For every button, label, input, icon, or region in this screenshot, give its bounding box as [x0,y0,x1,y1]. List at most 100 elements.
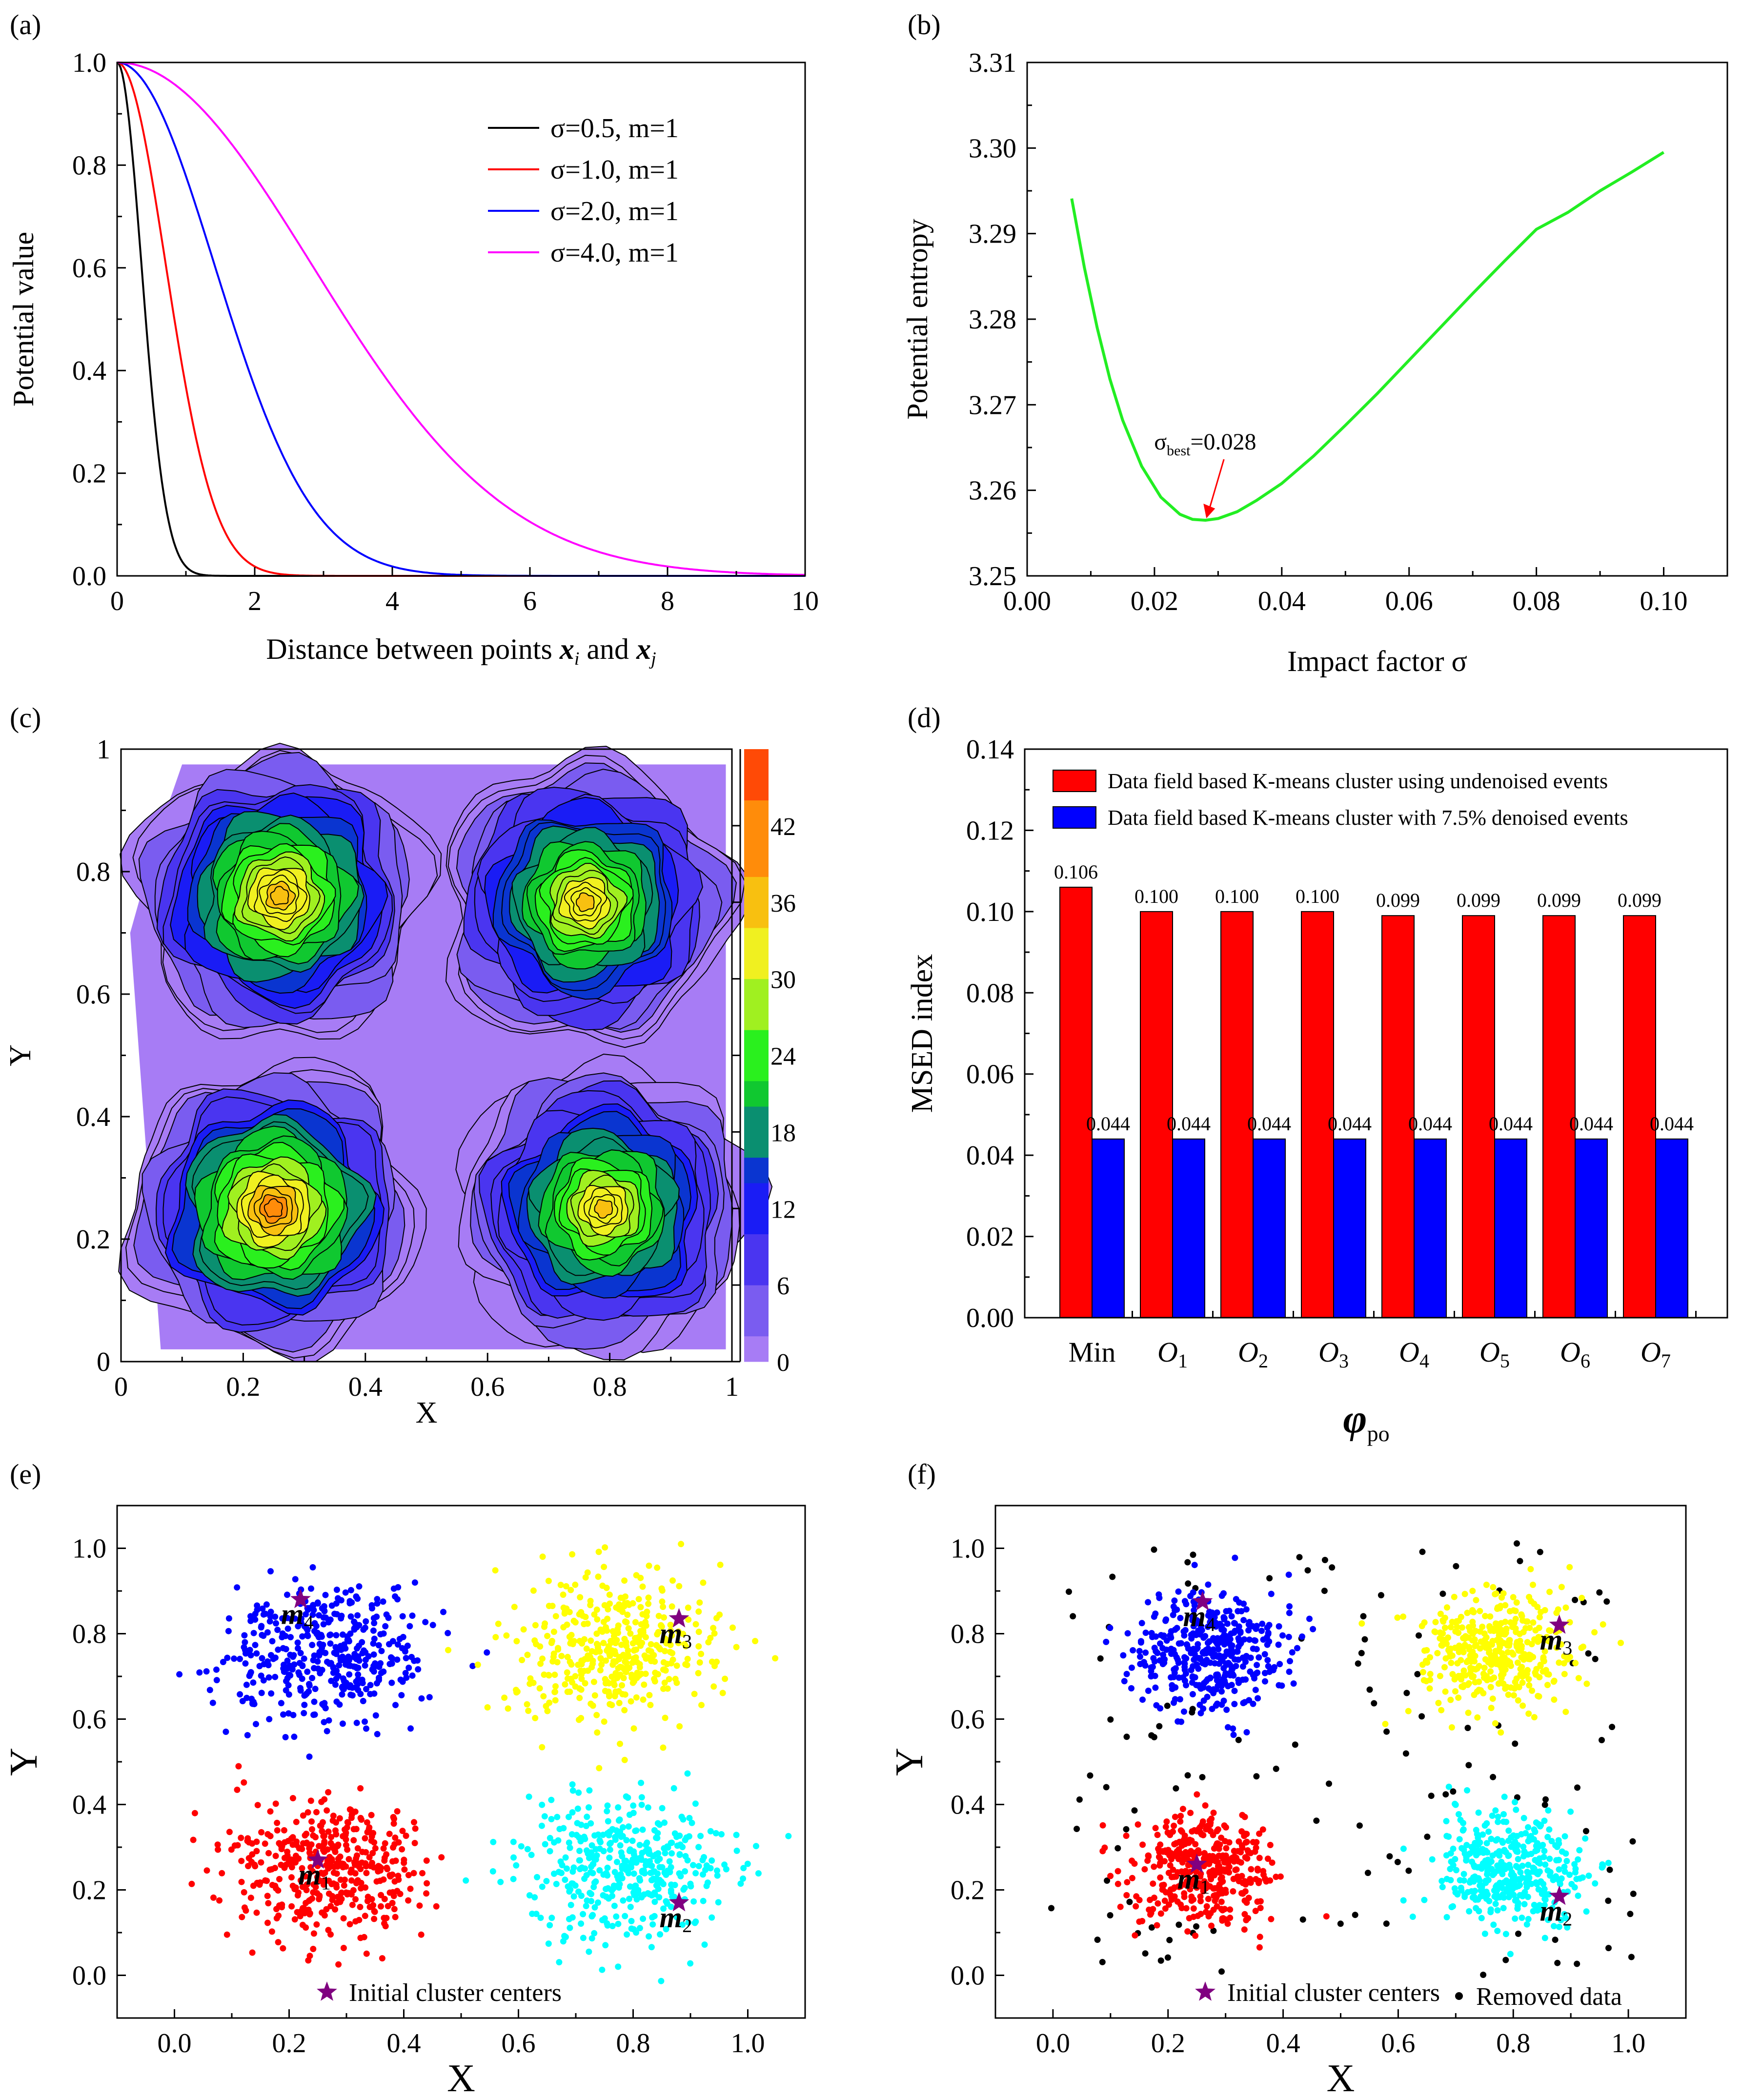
scatter-point-cluster-3 [1500,1905,1507,1912]
scatter-point-cluster-3 [542,1841,548,1848]
scatter-point-cluster-0 [415,1666,422,1672]
scatter-point-cluster-3 [1561,1868,1568,1875]
scatter-point-cluster-3 [600,1871,607,1878]
x-tick-label: 0 [110,586,124,616]
scatter-point-cluster-3 [700,1897,707,1904]
bar-value-label: 0.100 [1134,885,1178,907]
scatter-point-cluster-2 [264,1893,271,1899]
scatter-point-cluster-3 [630,1884,637,1891]
scatter-point-cluster-1 [1465,1680,1472,1687]
scatter-point-cluster-0 [299,1633,306,1640]
scatter-point-cluster-0 [1191,1562,1198,1569]
scatter-point-cluster-3 [613,1913,620,1920]
scatter-point-cluster-3 [1502,1849,1509,1855]
scatter-point-cluster-3 [1542,1861,1549,1868]
scatter-point-cluster-3 [1481,1930,1488,1937]
scatter-point-cluster-1 [1523,1671,1530,1677]
scatter-point-cluster-2 [268,1928,275,1935]
scatter-point-cluster-1 [1579,1594,1585,1601]
scatter-point-cluster-1 [584,1569,591,1576]
scatter-point-cluster-3 [1456,1811,1462,1817]
scatter-point-cluster-3 [633,1929,640,1936]
scatter-point-cluster-3 [1463,1856,1470,1863]
scatter-point-cluster-0 [1223,1661,1230,1668]
scatter-point-cluster-2 [297,1877,304,1884]
scatter-point-cluster-1 [606,1591,613,1598]
scatter-point-cluster-0 [349,1684,356,1691]
scatter-point-cluster-3 [579,1864,585,1871]
scatter-point-cluster-2 [1267,1842,1274,1848]
scatter-point-cluster-1 [524,1651,531,1658]
scatter-point-cluster-3 [1561,1863,1568,1870]
scatter-point-cluster-1 [1528,1641,1535,1648]
scatter-point-cluster-2 [326,1854,333,1860]
scatter-point-cluster-2 [346,1806,353,1813]
scatter-point-cluster-2 [228,1846,235,1853]
removed-point [1356,1822,1363,1829]
scatter-point-cluster-1 [1494,1606,1500,1612]
scatter-point-cluster-1 [692,1621,699,1628]
scatter-point-cluster-1 [1532,1627,1539,1634]
scatter-point-cluster-3 [668,1881,675,1888]
scatter-point-cluster-0 [320,1614,327,1621]
colorbar-segment [744,1004,769,1030]
removed-point [1142,1950,1149,1957]
y-axis-label: Potential entropy [901,219,933,420]
scatter-point-cluster-0 [311,1628,318,1634]
removed-point [1123,1733,1130,1740]
legend-star-icon [317,1981,337,2001]
scatter-point-cluster-3 [1545,1891,1552,1898]
scatter-point-cluster-1 [645,1647,652,1654]
scatter-point-cluster-2 [365,1894,371,1900]
scatter-point-cluster-1 [597,1655,604,1662]
scatter-point-cluster-2 [328,1834,335,1840]
scatter-point-cluster-1 [569,1551,576,1558]
scatter-point-cluster-1 [581,1656,588,1663]
colorbar-segment [744,1132,769,1158]
scatter-point-cluster-0 [206,1687,213,1693]
removed-point [1537,1549,1543,1555]
scatter-point-cluster-1 [710,1683,717,1690]
scatter-point-cluster-2 [386,1831,393,1837]
scatter-point-cluster-0 [1254,1662,1260,1669]
scatter-point-cluster-2 [352,1861,358,1868]
removed-point [1087,1772,1094,1779]
scatter-point-cluster-2 [272,1882,279,1889]
removed-point [1235,1736,1242,1743]
scatter-point-cluster-3 [567,1886,574,1893]
scatter-point-cluster-2 [389,1858,396,1865]
scatter-point-cluster-3 [1539,1891,1545,1897]
scatter-point-cluster-1 [593,1631,600,1637]
scatter-point-cluster-3 [1522,1875,1529,1882]
scatter-point-cluster-2 [1172,1814,1178,1820]
scatter-point-cluster-2 [371,1908,378,1915]
scatter-point-cluster-1 [620,1674,627,1681]
scatter-point-cluster-2 [1197,1898,1204,1904]
scatter-point-cluster-0 [1137,1638,1144,1645]
scatter-point-cluster-2 [299,1846,305,1853]
scatter-point-cluster-3 [651,1913,658,1919]
scatter-point-cluster-0 [299,1663,306,1670]
scatter-point-cluster-0 [1235,1608,1241,1614]
scatter-point-cluster-1 [1405,1708,1412,1714]
scatter-point-cluster-2 [295,1889,302,1896]
scatter-point-cluster-3 [1478,1865,1485,1872]
x-tick-label: 0.2 [272,2028,306,2059]
scatter-point-cluster-1 [607,1600,613,1607]
scatter-point-cluster-1 [655,1612,662,1619]
scatter-point-cluster-1 [645,1594,652,1601]
scatter-point-cluster-1 [1420,1677,1427,1684]
scatter-point-cluster-3 [629,1837,636,1844]
scatter-point-cluster-1 [536,1685,543,1692]
scatter-point-cluster-2 [1183,1905,1190,1912]
scatter-point-cluster-3 [560,1825,567,1832]
scatter-point-cluster-3 [1539,1842,1546,1848]
scatter-point-cluster-1 [1544,1682,1551,1689]
scatter-point-cluster-2 [1159,1886,1166,1893]
scatter-point-cluster-3 [1508,1834,1515,1841]
scatter-point-cluster-3 [497,1878,504,1885]
scatter-point-cluster-0 [1142,1649,1149,1656]
annotation-sub: best [1167,443,1191,459]
y-tick-label: 0.6 [72,1705,106,1735]
scatter-point-cluster-2 [1161,1858,1168,1865]
